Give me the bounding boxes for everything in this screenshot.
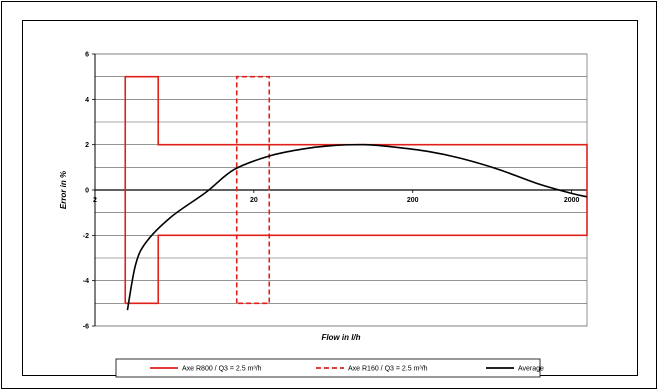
x-tick-label: 2 bbox=[93, 197, 97, 204]
y-tick-label: 6 bbox=[85, 52, 89, 59]
y-tick-label: 0 bbox=[85, 188, 89, 195]
y-tick-label: 4 bbox=[85, 97, 89, 104]
series-line-1 bbox=[235, 75, 271, 305]
y-tick-label: -6 bbox=[83, 324, 89, 331]
legend-label: Average bbox=[518, 366, 544, 373]
legend-label: Axe R160 / Q3 = 2.5 m³/h bbox=[348, 366, 428, 373]
legend: Axe R800 / Q3 = 2.5 m³/h Axe R160 / Q3 = … bbox=[115, 358, 544, 378]
grid-lines bbox=[95, 53, 587, 327]
y-axis-title: Error in % bbox=[59, 171, 68, 209]
series-layer bbox=[124, 75, 588, 311]
x-tick-label: 2000 bbox=[564, 197, 580, 204]
x-tick-label: 200 bbox=[407, 197, 419, 204]
x-tick-label: 20 bbox=[250, 197, 258, 204]
series-line-0 bbox=[124, 75, 588, 305]
series-line-2 bbox=[126, 143, 588, 311]
y-tick-label: -4 bbox=[83, 278, 89, 285]
y-tick-label: 2 bbox=[85, 142, 89, 149]
legend-label: Axe R800 / Q3 = 2.5 m³/h bbox=[182, 366, 262, 373]
x-axis-title: Flow in l/h bbox=[321, 333, 360, 342]
y-tick-label: -2 bbox=[83, 233, 89, 240]
